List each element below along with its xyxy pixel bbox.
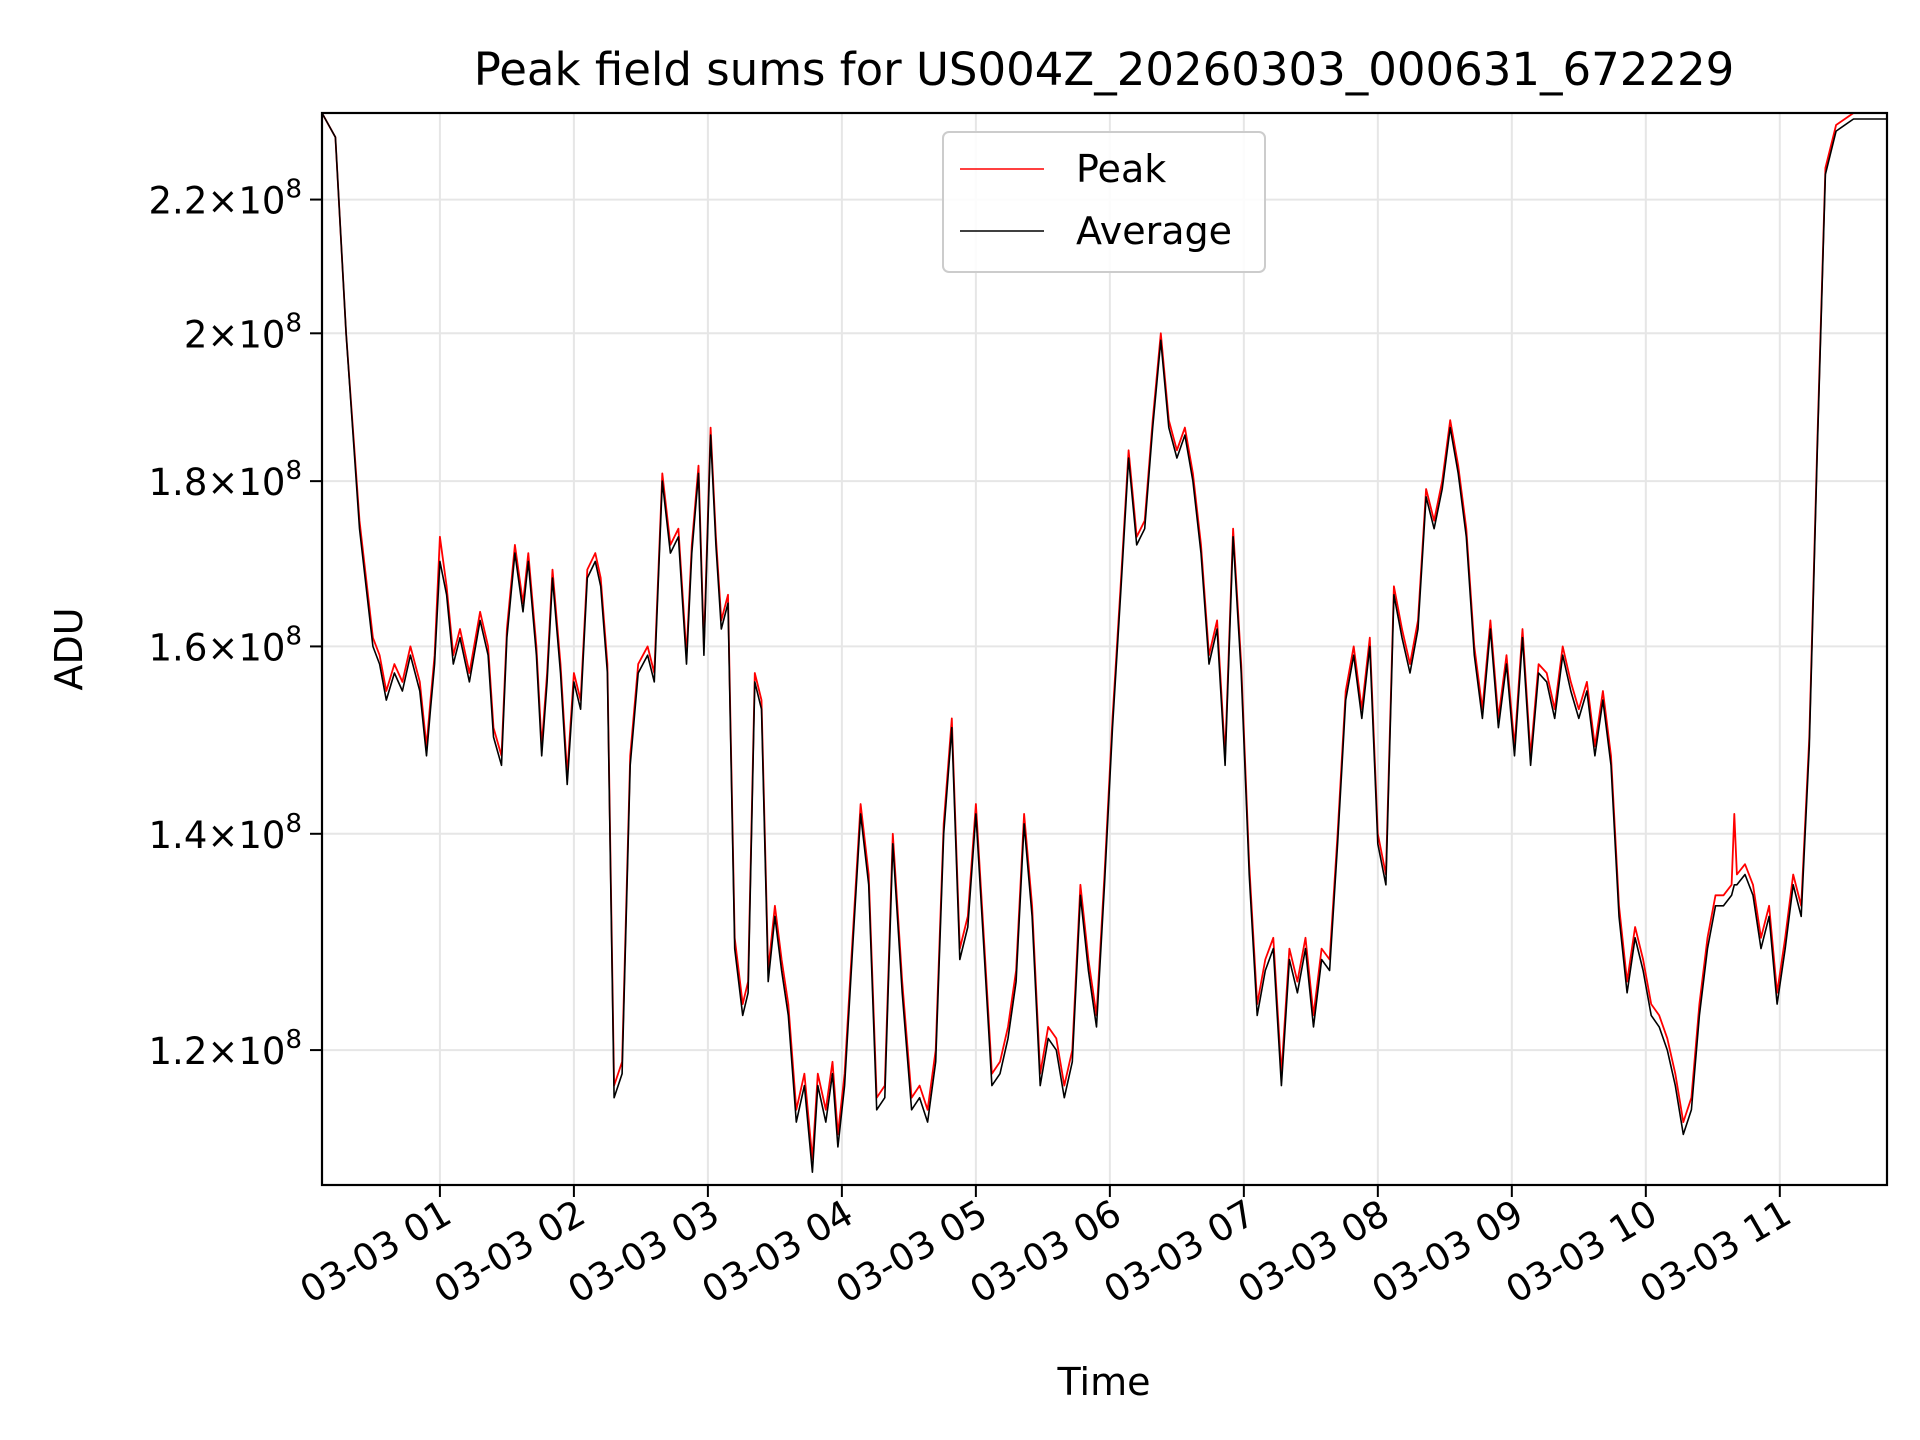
legend: Peak Average bbox=[942, 131, 1266, 273]
y-tick-label: 1.6×108 bbox=[149, 621, 302, 669]
y-tick-label: 1.2×108 bbox=[149, 1025, 302, 1073]
y-axis-label: ADU bbox=[47, 607, 91, 690]
y-tick-label: 2.2×108 bbox=[149, 175, 302, 223]
legend-label-peak: Peak bbox=[1076, 147, 1166, 191]
y-tick-label: 1.4×108 bbox=[149, 809, 302, 857]
x-axis-label: Time bbox=[1057, 1360, 1151, 1404]
y-tick-label: 2×108 bbox=[184, 308, 302, 356]
grid bbox=[322, 113, 1887, 1185]
legend-label-average: Average bbox=[1076, 209, 1232, 253]
chart-title: Peak field sums for US004Z_20260303_0006… bbox=[474, 43, 1735, 96]
series-group bbox=[322, 113, 1887, 1173]
plot-frame bbox=[320, 111, 1889, 1187]
y-axis: 1.2×108 1.4×108 1.6×108 1.8×108 2×108 2.2×108 bbox=[149, 175, 322, 1073]
series-line-average bbox=[322, 113, 1887, 1173]
series-line-peak bbox=[322, 113, 1887, 1161]
legend-box bbox=[942, 131, 1266, 273]
y-tick-label: 1.8×108 bbox=[149, 456, 302, 504]
